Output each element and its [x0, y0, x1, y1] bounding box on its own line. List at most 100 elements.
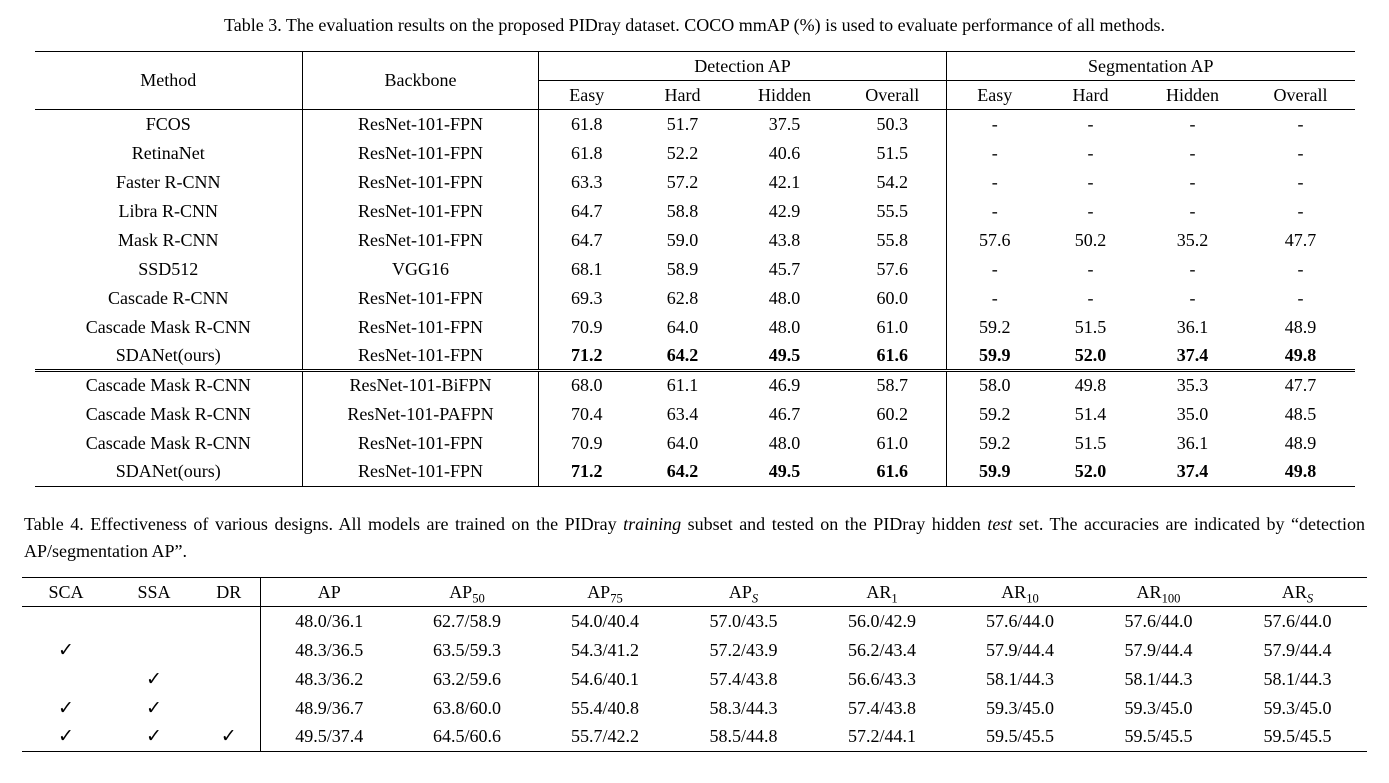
metric-subscript: 100 — [1161, 591, 1181, 606]
value-cell: 68.0 — [571, 375, 603, 396]
value-cell: 54.0/40.4 — [570, 610, 639, 631]
value-cell: 48.9 — [1284, 316, 1317, 337]
backbone-cell: ResNet-101-FPN — [302, 341, 539, 372]
value-cell: 50.2 — [1074, 229, 1107, 250]
table4: SCA SSA DR AP AP50 AP75 APS AR1 AR10 AR100 ARS 48.… — [22, 577, 1367, 752]
value-cell: - — [1189, 287, 1196, 308]
value-cell: 57.4/43.8 — [709, 668, 778, 689]
value-cell: 58.1/44.3 — [1263, 668, 1332, 689]
value-cell: 47.7 — [1284, 375, 1317, 396]
empty-check-cell — [110, 607, 198, 636]
value-cell: 46.9 — [768, 375, 801, 396]
metric-subscript: 1 — [891, 591, 898, 606]
value-cell: - — [1189, 171, 1196, 192]
value-cell: 48.0/36.1 — [295, 610, 364, 631]
value-cell: 61.6 — [838, 457, 947, 487]
backbone-cell: ResNet-101-FPN — [302, 457, 539, 487]
value-cell: 58.0 — [979, 375, 1011, 396]
empty-check-cell — [22, 607, 110, 636]
value-cell: 48.3/36.5 — [295, 639, 364, 660]
metric-base: AR — [1281, 581, 1307, 602]
backbone-cell: ResNet-101-FPN — [302, 428, 539, 458]
value-cell: 69.3 — [571, 287, 603, 308]
value-cell: - — [991, 200, 998, 221]
value-cell: 59.9 — [946, 341, 1043, 372]
value-cell: 48.0 — [768, 287, 801, 308]
value-cell: 48.0 — [768, 432, 801, 453]
value-cell: 59.0 — [666, 229, 699, 250]
metric-subscript: 50 — [472, 591, 485, 606]
value-cell: - — [991, 258, 998, 279]
value-cell: 55.8 — [838, 225, 947, 255]
value-cell: 48.5 — [1284, 403, 1317, 424]
value-cell: 59.5/45.5 — [985, 726, 1054, 747]
table3-subheader-hard: Hard — [634, 80, 731, 110]
table3-caption: Table 3. The evaluation results on the p… — [223, 15, 1165, 35]
value-cell: 59.5/45.5 — [1124, 726, 1193, 747]
value-cell: 37.4 — [1176, 461, 1209, 482]
table4-header-ar100: AR100 — [1089, 577, 1228, 607]
value-cell: 58.8 — [666, 200, 699, 221]
value-cell: 52.0 — [1074, 461, 1107, 482]
value-cell: - — [1297, 200, 1304, 221]
value-cell: 59.2 — [979, 432, 1011, 453]
value-cell: 62.8 — [666, 287, 699, 308]
value-cell: 71.2 — [571, 461, 603, 482]
value-cell: - — [1087, 171, 1094, 192]
value-cell: 57.4/43.8 — [847, 697, 916, 718]
table4-header-dr: DR — [198, 577, 261, 607]
table3-row: Mask R-CNN ResNet-101-FPN 64.7 59.0 43.8 55.8… — [34, 225, 1355, 255]
method-cell: Cascade Mask R-CNN — [34, 370, 303, 400]
value-cell: 49.5 — [730, 341, 839, 372]
backbone-cell: ResNet-101-FPN — [302, 225, 539, 255]
value-cell: 57.6/44.0 — [1263, 610, 1332, 631]
method-cell: SSD512 — [34, 254, 303, 284]
value-cell: 64.0 — [666, 316, 699, 337]
table4-header-ssa: SSA — [110, 577, 198, 607]
checkmark-icon: ✓ — [146, 697, 162, 719]
value-cell: 61.0 — [838, 312, 947, 342]
value-cell: 59.2 — [979, 403, 1011, 424]
backbone-cell: ResNet-101-FPN — [302, 312, 539, 342]
value-cell: 59.3/45.0 — [1124, 697, 1193, 718]
value-cell: 49.5/37.4 — [295, 726, 364, 747]
method-cell: RetinaNet — [34, 138, 303, 168]
table3-row: FCOS ResNet-101-FPN 61.8 51.7 37.5 50.3 - - - - — [34, 109, 1355, 139]
table4-row: 48.0/36.1 62.7/58.9 54.0/40.4 57.0/43.5 56.0… — [22, 606, 1367, 636]
value-cell: 61.8 — [571, 142, 603, 163]
table4-row: ✓ 48.3/36.5 63.5/59.3 54.3/41.2 57.2/43.9 56.… — [22, 635, 1367, 665]
value-cell: 71.2 — [538, 341, 635, 372]
value-cell: 57.9/44.4 — [1124, 639, 1193, 660]
checkmark-icon: ✓ — [146, 668, 162, 690]
table4-header-row: SCA SSA DR AP AP50 AP75 APS AR1 AR10 AR100 ARS — [22, 577, 1367, 607]
value-cell: 57.2/44.1 — [847, 726, 916, 747]
metric-subscript: S — [751, 591, 759, 606]
table3-row: RetinaNet ResNet-101-FPN 61.8 52.2 40.6 51.5 -… — [34, 138, 1355, 168]
method-cell: Cascade Mask R-CNN — [34, 312, 303, 342]
value-cell: 45.7 — [768, 258, 801, 279]
value-cell: 56.2/43.4 — [847, 639, 916, 660]
value-cell: 48.9 — [1284, 432, 1317, 453]
value-cell: 57.2/43.9 — [709, 639, 778, 660]
empty-check-cell — [198, 635, 261, 665]
value-cell: 48.0 — [768, 316, 801, 337]
table4-caption: Table 4. Effectiveness of various design… — [24, 511, 1365, 565]
value-cell: 49.8 — [1074, 375, 1107, 396]
metric-subscript: 10 — [1026, 591, 1039, 606]
value-cell: 48.3/36.2 — [295, 668, 364, 689]
table4-row: ✓ 48.3/36.2 63.2/59.6 54.6/40.1 57.4/43.8 56.… — [22, 664, 1367, 694]
caption-text: subset and tested on the PIDray hidden — [681, 514, 988, 534]
table3-subheader-row: Easy Hard Hidden Overall Easy Hard Hidden Overa… — [35, 80, 1355, 110]
value-cell: 51.7 — [666, 113, 699, 134]
metric-base: AP — [587, 581, 611, 602]
value-cell: 61.8 — [571, 113, 603, 134]
value-cell: 51.5 — [1074, 316, 1107, 337]
table3-subheader-hidden: Hidden — [730, 80, 839, 110]
value-cell: 58.5/44.8 — [709, 726, 778, 747]
metric-base: AR — [866, 581, 892, 602]
metric-base: AP — [317, 581, 341, 602]
value-cell: 48.9/36.7 — [295, 697, 364, 718]
value-cell: - — [1189, 142, 1196, 163]
value-cell: 59.3/45.0 — [1263, 697, 1332, 718]
